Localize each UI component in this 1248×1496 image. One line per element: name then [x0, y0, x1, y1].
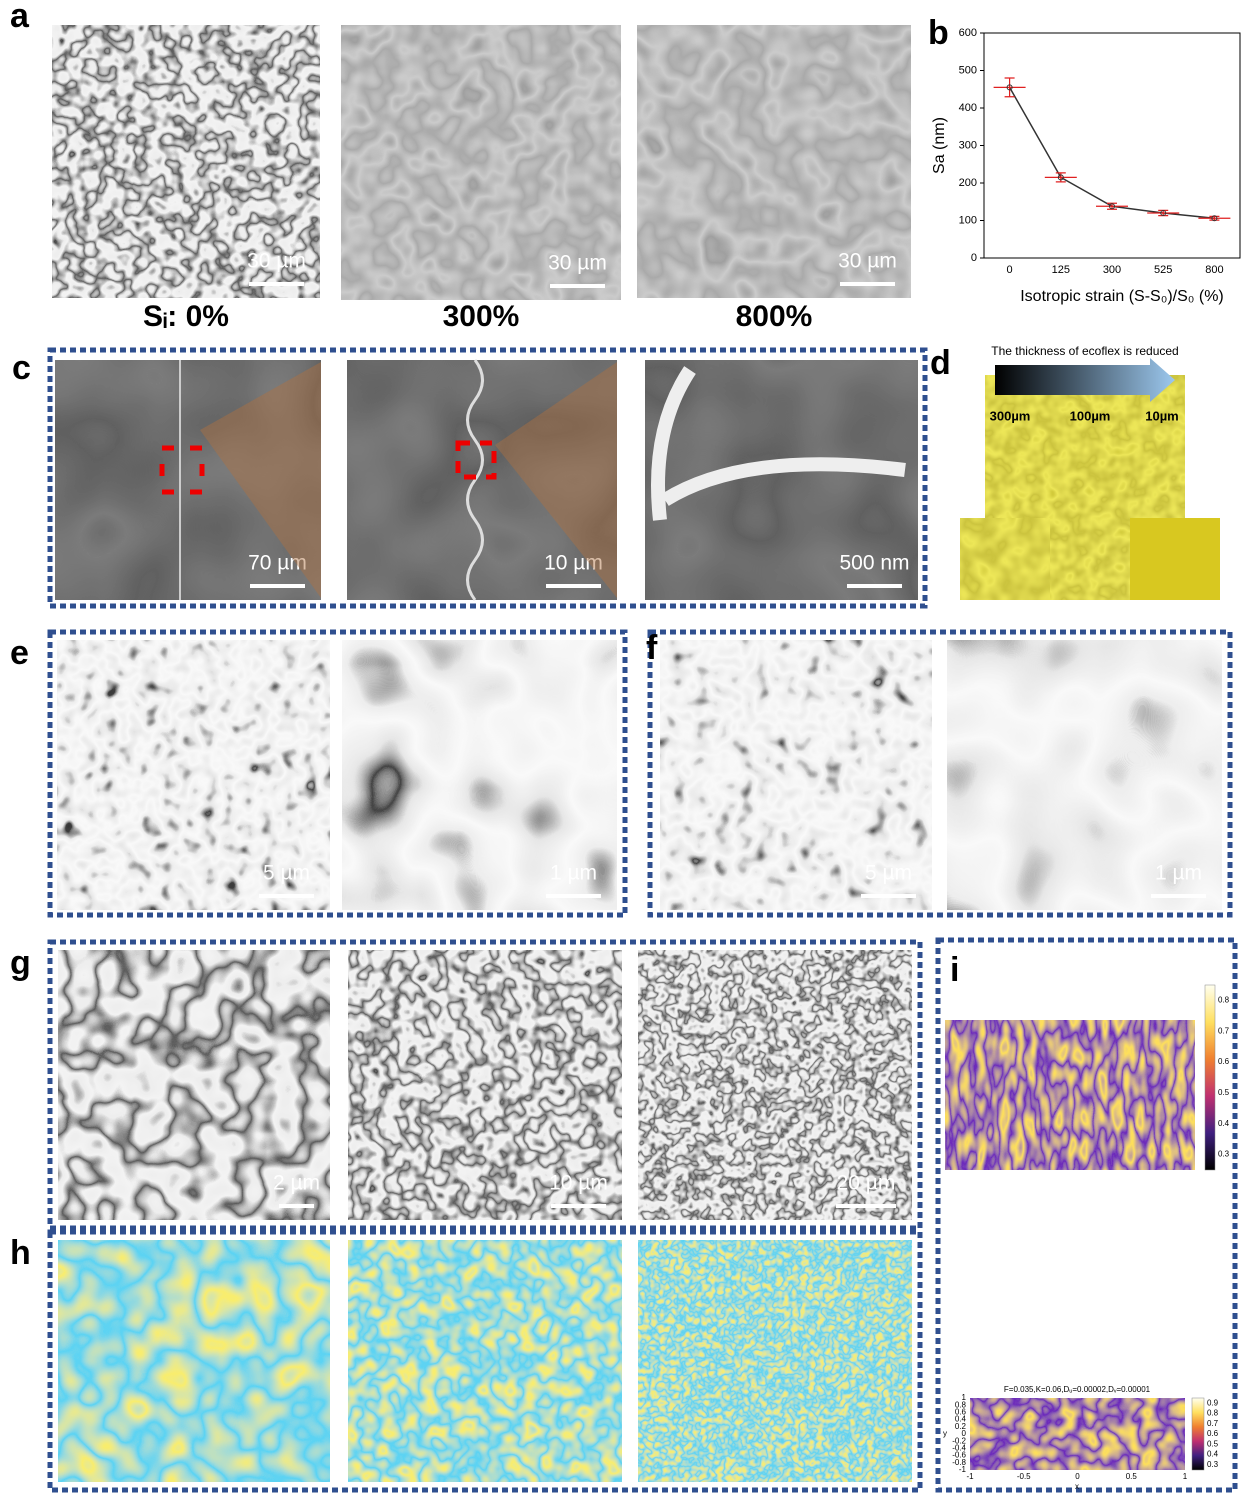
- map-title: F=0.035,K=0.06,Dᵤ=0.00002,Dᵥ=0.00001: [1004, 1385, 1151, 1394]
- panel-label: c: [12, 349, 31, 387]
- colorbar-tick-label: 0.8: [1207, 1409, 1219, 1418]
- caption: 800%: [736, 300, 813, 333]
- x-tick-label: 0: [1075, 1472, 1080, 1481]
- thickness-label: 10µm: [1145, 408, 1179, 423]
- scale-bar-label: 500 nm: [839, 552, 909, 575]
- scale-bar-label: 30 µm: [247, 250, 306, 273]
- scale-bar-label: 1 µm: [550, 862, 597, 885]
- line: [1010, 87, 1215, 218]
- error-bar: [994, 78, 1026, 97]
- y-tick-label: 600: [959, 27, 977, 39]
- scale-bar-label: 1 µm: [1155, 862, 1202, 885]
- y-tick-label: 400: [959, 102, 977, 114]
- panel-label: h: [10, 1234, 31, 1272]
- x-tick-label: -0.5: [1017, 1472, 1031, 1481]
- x-tick-label: 0.5: [1126, 1472, 1138, 1481]
- inset: [1130, 518, 1220, 600]
- colorbar-tick-label: 0.5: [1207, 1439, 1219, 1448]
- x-tick-label: 800: [1205, 264, 1223, 276]
- plot-frame: [984, 33, 1240, 258]
- scale-bar-label: 30 µm: [838, 250, 897, 273]
- micrograph: [58, 1240, 330, 1482]
- colorbar-tick-label: 0.5: [1218, 1088, 1230, 1097]
- scale-bar-label: 5 µm: [865, 862, 912, 885]
- y-tick-label: -1: [959, 1465, 967, 1474]
- micrograph: [970, 1398, 1185, 1470]
- x-tick-label: 125: [1052, 264, 1070, 276]
- colorbar-tick-label: 0.6: [1207, 1429, 1219, 1438]
- micrograph: [945, 1020, 1195, 1170]
- x-axis-label: x: [1075, 1482, 1079, 1491]
- x-tick-label: 1: [1183, 1472, 1188, 1481]
- panel-label: a: [10, 0, 30, 35]
- colorbar: [1205, 985, 1215, 1170]
- colorbar-tick-label: 0.3: [1207, 1460, 1219, 1469]
- x-tick-label: 525: [1154, 264, 1172, 276]
- colorbar-tick-label: 0.3: [1218, 1150, 1230, 1159]
- x-axis-label: Isotropic strain (S-S₀)/S₀ (%): [1020, 288, 1224, 305]
- x-tick-label: 300: [1103, 264, 1121, 276]
- colorbar-tick-label: 0.7: [1218, 1026, 1230, 1035]
- scale-bar-label: 30 µm: [548, 252, 607, 275]
- y-tick-label: 200: [959, 177, 977, 189]
- thickness-label: 100µm: [1070, 408, 1111, 423]
- arrow-title: The thickness of ecoflex is reduced: [991, 344, 1178, 358]
- colorbar: [1192, 1398, 1204, 1470]
- colorbar-tick-label: 0.4: [1207, 1450, 1219, 1459]
- x-tick-label: -1: [966, 1472, 974, 1481]
- scale-bar-label: 2 µm: [273, 1172, 320, 1195]
- y-tick-label: 500: [959, 64, 977, 76]
- y-axis-label: y: [943, 1429, 947, 1438]
- micrograph: [638, 1240, 912, 1482]
- y-tick-label: 300: [959, 139, 977, 151]
- thickness-label: 300µm: [990, 408, 1031, 423]
- colorbar-tick-label: 0.6: [1218, 1057, 1230, 1066]
- caption: 300%: [443, 300, 520, 333]
- colorbar-tick-label: 0.8: [1218, 996, 1230, 1005]
- colorbar-tick-label: 0.9: [1207, 1398, 1219, 1407]
- colorbar-tick-label: 0.7: [1207, 1419, 1219, 1428]
- x-tick-label: 0: [1007, 264, 1013, 276]
- y-tick-label: 100: [959, 214, 977, 226]
- scale-bar-label: 20 µm: [837, 1172, 896, 1195]
- y-tick-label: 0: [971, 252, 977, 264]
- panel-label: d: [930, 344, 951, 382]
- scale-bar-label: 10 µm: [549, 1172, 608, 1195]
- y-axis-label: Sa (nm): [931, 117, 948, 174]
- figure: 30 µmSᵢ: 0%30 µm300%30 µm800%ab70 µm10 µ…: [0, 0, 1248, 1496]
- colorbar-tick-label: 0.4: [1218, 1119, 1230, 1128]
- panel-label: e: [10, 634, 29, 672]
- micrograph: [348, 1240, 622, 1482]
- panel-label: b: [928, 14, 949, 52]
- panel-label: f: [646, 629, 658, 667]
- panel-label: g: [10, 944, 31, 982]
- micrograph: [960, 518, 1050, 600]
- error-bar: [1045, 173, 1077, 182]
- scale-bar-label: 5 µm: [263, 862, 310, 885]
- panel-label: i: [950, 951, 959, 989]
- caption: Sᵢ: 0%: [143, 300, 229, 333]
